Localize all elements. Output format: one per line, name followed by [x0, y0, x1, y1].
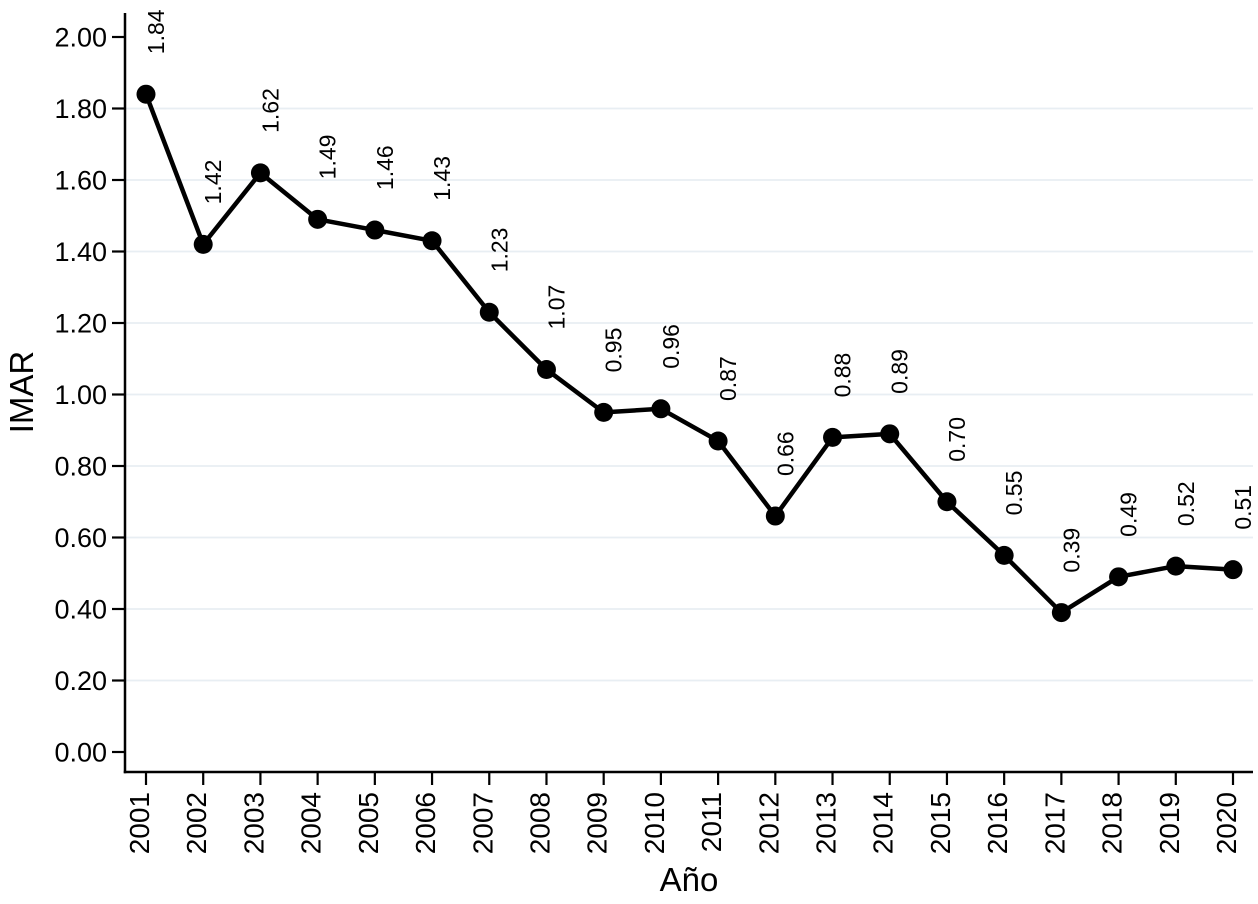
data-point-label: 1.43 [429, 156, 455, 201]
data-point-marker [422, 231, 442, 251]
data-point-label: 0.87 [715, 356, 741, 401]
x-tick-label: 2017 [1039, 792, 1070, 854]
point-labels-layer: 1.84 1.42 1.62 1.49 1.46 1.43 1.23 1.07 0.95 0.96… [143, 9, 1256, 572]
data-point-marker [250, 163, 270, 183]
data-point-label: 0.39 [1058, 528, 1084, 573]
x-tick-label: 2009 [582, 792, 613, 854]
data-point-label: 1.07 [543, 285, 569, 330]
x-tick-label: 2015 [925, 792, 956, 854]
data-point-label: 0.51 [1230, 485, 1256, 530]
data-point-marker [765, 506, 785, 526]
data-point-label: 0.49 [1116, 492, 1142, 537]
x-tick-label: 2007 [467, 792, 498, 854]
data-point-label: 0.70 [944, 417, 970, 462]
data-point-label: 0.55 [1001, 471, 1027, 516]
data-point-marker [1051, 603, 1071, 623]
x-axis-title: Año [660, 861, 719, 898]
y-tick-label: 0.80 [54, 451, 107, 481]
data-point-marker [937, 492, 957, 512]
data-point-label: 1.49 [315, 135, 341, 180]
data-point-marker [1109, 567, 1129, 587]
x-tick-label: 2013 [811, 792, 842, 854]
data-point-label: 0.52 [1173, 481, 1199, 526]
y-tick-label: 1.40 [54, 237, 107, 267]
x-tick-label: 2010 [639, 792, 670, 854]
data-point-marker [1166, 556, 1186, 576]
y-axis-title: IMAR [3, 351, 40, 434]
x-tick-label: 2019 [1154, 792, 1185, 854]
data-point-label: 0.96 [658, 324, 684, 369]
data-point-marker [136, 84, 156, 104]
axes-layer [123, 13, 1253, 774]
data-point-marker [1223, 560, 1243, 580]
data-point-marker [708, 431, 728, 451]
x-tick-label: 2012 [753, 792, 784, 854]
data-point-label: 0.66 [772, 431, 798, 476]
data-point-marker [994, 545, 1014, 565]
y-tick-label: 1.20 [54, 308, 107, 338]
data-point-marker [193, 234, 213, 254]
data-point-marker [594, 402, 614, 422]
data-point-label: 1.84 [143, 9, 169, 54]
ticks-layer: 0.00 0.20 0.40 0.60 0.80 1.00 1.20 1.40 1.60 1.80… [54, 22, 1242, 854]
data-point-label: 0.89 [887, 349, 913, 394]
data-point-label: 1.46 [372, 145, 398, 190]
data-point-marker [308, 209, 328, 229]
y-tick-label: 0.40 [54, 594, 107, 624]
x-tick-label: 2005 [353, 792, 384, 854]
data-point-marker [823, 427, 843, 447]
y-tick-label: 0.60 [54, 523, 107, 553]
data-series-layer [136, 84, 1243, 623]
y-tick-label: 1.00 [54, 380, 107, 410]
data-point-marker [365, 220, 385, 240]
x-tick-label: 2020 [1211, 792, 1242, 854]
data-point-label: 1.23 [486, 228, 512, 273]
y-tick-label: 2.00 [54, 22, 107, 52]
data-point-label: 0.95 [601, 328, 627, 373]
data-point-marker [536, 359, 556, 379]
x-tick-label: 2004 [296, 792, 327, 854]
data-point-marker [479, 302, 499, 322]
x-tick-label: 2002 [181, 792, 212, 854]
data-line [143, 93, 1234, 615]
y-tick-label: 0.00 [54, 737, 107, 767]
x-tick-label: 2016 [982, 792, 1013, 854]
x-tick-label: 2011 [696, 792, 727, 852]
y-tick-label: 0.20 [54, 666, 107, 696]
y-tick-label: 1.60 [54, 165, 107, 195]
x-tick-label: 2014 [868, 792, 899, 854]
gridlines-layer [126, 107, 1253, 682]
data-point-marker [880, 424, 900, 444]
x-tick-label: 2006 [410, 792, 441, 854]
data-point-label: 1.42 [200, 160, 226, 205]
data-point-label: 0.88 [830, 353, 856, 398]
x-tick-label: 2001 [124, 792, 155, 854]
x-tick-label: 2003 [238, 792, 269, 854]
data-point-marker [651, 399, 671, 419]
x-tick-label: 2018 [1097, 792, 1128, 854]
x-tick-label: 2008 [524, 792, 555, 854]
data-point-label: 1.62 [257, 88, 283, 133]
y-tick-label: 1.80 [54, 94, 107, 124]
